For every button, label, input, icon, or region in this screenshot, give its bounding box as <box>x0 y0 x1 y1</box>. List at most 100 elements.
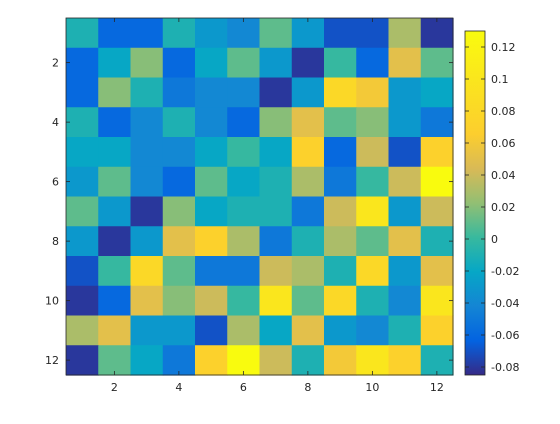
heatmap-cell <box>66 315 99 346</box>
heatmap-cell <box>98 107 132 138</box>
heatmap-cell <box>227 226 261 257</box>
heatmap-cell <box>98 285 132 317</box>
heatmap-cell <box>324 285 357 317</box>
colorbar-tick-label: 0.06 <box>491 137 516 150</box>
heatmap-cell <box>227 315 261 346</box>
y-axis: 2 4 6 8 10 12 <box>45 57 453 367</box>
heatmap-cell <box>356 137 390 168</box>
heatmap-cell <box>195 315 228 346</box>
heatmap-cell <box>195 18 228 49</box>
heatmap-cell <box>356 226 390 257</box>
heatmap-cell <box>130 47 164 79</box>
heatmap-cell <box>98 18 132 49</box>
heatmap-cell <box>195 47 228 79</box>
heatmap-cell <box>324 137 357 168</box>
heatmap-cell <box>420 256 454 287</box>
heatmap-cell <box>388 285 422 317</box>
y-tick-label: 8 <box>52 235 59 248</box>
heatmap-cell <box>259 256 293 287</box>
heatmap-cell <box>420 107 454 138</box>
heatmap-cell <box>227 77 261 108</box>
heatmap-cell <box>195 166 228 198</box>
heatmap-cell <box>130 107 164 138</box>
heatmap-cell <box>66 137 99 168</box>
heatmap-cell <box>130 226 164 257</box>
heatmap-cell <box>259 315 293 346</box>
heatmap-cell <box>195 137 228 168</box>
heatmap-cell <box>291 77 325 108</box>
heatmap-cell <box>420 137 454 168</box>
heatmap-cell <box>66 345 99 376</box>
heatmap-cell <box>227 256 261 287</box>
heatmap-cell <box>195 345 228 376</box>
heatmap-cell <box>420 315 454 346</box>
heatmap-cell <box>259 345 293 376</box>
heatmap-cell <box>388 166 422 198</box>
x-tick-label: 6 <box>240 381 247 394</box>
heatmap-cells <box>66 18 454 376</box>
colorbar-tick-label: -0.04 <box>491 297 519 310</box>
heatmap-cell <box>66 107 99 138</box>
heatmap-cell <box>388 18 422 49</box>
heatmap-cell <box>324 107 357 138</box>
heatmap-cell <box>324 166 357 198</box>
heatmap-cell <box>324 226 357 257</box>
heatmap-cell <box>162 47 196 79</box>
heatmap-cell <box>227 196 261 227</box>
colorbar-tick-label: 0.02 <box>491 201 516 214</box>
heatmap-cell <box>227 285 261 317</box>
heatmap-cell <box>420 285 454 317</box>
heatmap-cell <box>98 137 132 168</box>
heatmap-cell <box>66 47 99 79</box>
heatmap-cell <box>420 196 454 227</box>
heatmap-cell <box>388 196 422 227</box>
heatmap-cell <box>420 18 454 49</box>
heatmap-cell <box>420 77 454 108</box>
colorbar-tick-label: 0.04 <box>491 169 516 182</box>
heatmap-cell <box>291 345 325 376</box>
heatmap-cell <box>259 226 293 257</box>
heatmap-cell <box>388 107 422 138</box>
heatmap-cell <box>162 107 196 138</box>
heatmap-cell <box>259 18 293 49</box>
heatmap-cell <box>66 77 99 108</box>
colorbar-tick-label: -0.02 <box>491 265 519 278</box>
heatmap-cell <box>291 107 325 138</box>
heatmap-cell <box>356 107 390 138</box>
colorbar-tick-label: -0.08 <box>491 361 519 374</box>
heatmap-cell <box>130 137 164 168</box>
heatmap-cell <box>98 47 132 79</box>
heatmap-cell <box>162 256 196 287</box>
heatmap-cell <box>162 315 196 346</box>
heatmap-cell <box>130 345 164 376</box>
y-tick-label: 2 <box>52 57 59 70</box>
heatmap-cell <box>291 226 325 257</box>
heatmap-cell <box>195 256 228 287</box>
x-tick-label: 12 <box>430 381 444 394</box>
heatmap-cell <box>356 77 390 108</box>
heatmap-cell <box>98 77 132 108</box>
heatmap-cell <box>66 18 99 49</box>
heatmap-cell <box>291 18 325 49</box>
heatmap-cell <box>388 47 422 79</box>
heatmap-cell <box>66 166 99 198</box>
heatmap-cell <box>356 285 390 317</box>
heatmap-cell <box>291 47 325 79</box>
heatmap-cell <box>227 18 261 49</box>
heatmap-cell <box>130 285 164 317</box>
heatmap-cell <box>259 77 293 108</box>
heatmap-cell <box>324 345 357 376</box>
plot-box <box>65 17 454 376</box>
heatmap-cell <box>98 196 132 227</box>
heatmap-cell <box>227 345 261 376</box>
heatmap-cell <box>388 315 422 346</box>
y-tick-label: 6 <box>52 176 59 189</box>
heatmap-cell <box>420 47 454 79</box>
heatmap-cell <box>356 18 390 49</box>
heatmap-cell <box>356 196 390 227</box>
heatmap-cell <box>227 47 261 79</box>
heatmap-cell <box>388 226 422 257</box>
heatmap-cell <box>66 226 99 257</box>
